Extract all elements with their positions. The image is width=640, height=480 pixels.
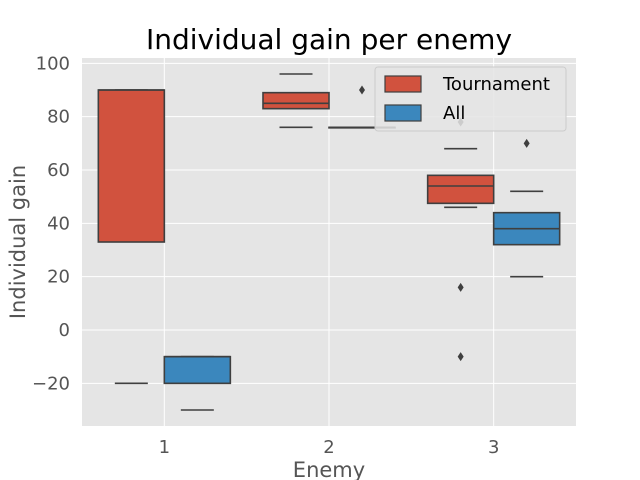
legend: Tournament All [374, 66, 567, 132]
y-tick-label: 40 [47, 213, 70, 234]
box-iqr [97, 89, 166, 243]
y-tick-label: 100 [36, 53, 70, 74]
x-tick-label: 2 [323, 437, 334, 458]
x-axis-label: Enemy [293, 458, 365, 480]
outlier-point [457, 282, 464, 292]
box-iqr [163, 355, 232, 385]
x-tick-labels: 1 2 3 [159, 437, 500, 458]
legend-swatch [384, 104, 422, 122]
y-tick-label: 0 [59, 320, 70, 341]
y-tick-labels: −20 0 20 40 60 80 100 [32, 53, 70, 394]
y-tick-label: −20 [32, 373, 70, 394]
legend-label: Tournament [442, 74, 550, 95]
outlier-point [457, 352, 464, 362]
legend-label: All [443, 103, 465, 124]
outlier-point [523, 138, 530, 148]
box-iqr [426, 174, 495, 205]
box-group [262, 73, 330, 129]
outlier-point [359, 85, 365, 95]
y-tick-label: 20 [47, 267, 70, 288]
box-group [426, 117, 495, 362]
legend-frame [374, 66, 567, 132]
box-group [97, 89, 166, 385]
y-tick-label: 80 [47, 107, 70, 128]
box-group [492, 138, 561, 278]
box-group [163, 355, 232, 411]
legend-swatch [384, 75, 422, 93]
y-tick-label: 60 [47, 160, 70, 181]
x-tick-label: 1 [159, 437, 170, 458]
y-axis-label: Individual gain [6, 165, 30, 319]
x-tick-label: 3 [488, 437, 499, 458]
box-iqr [262, 91, 330, 110]
box-layer [97, 73, 561, 411]
chart-title: Individual gain per enemy [146, 23, 512, 56]
